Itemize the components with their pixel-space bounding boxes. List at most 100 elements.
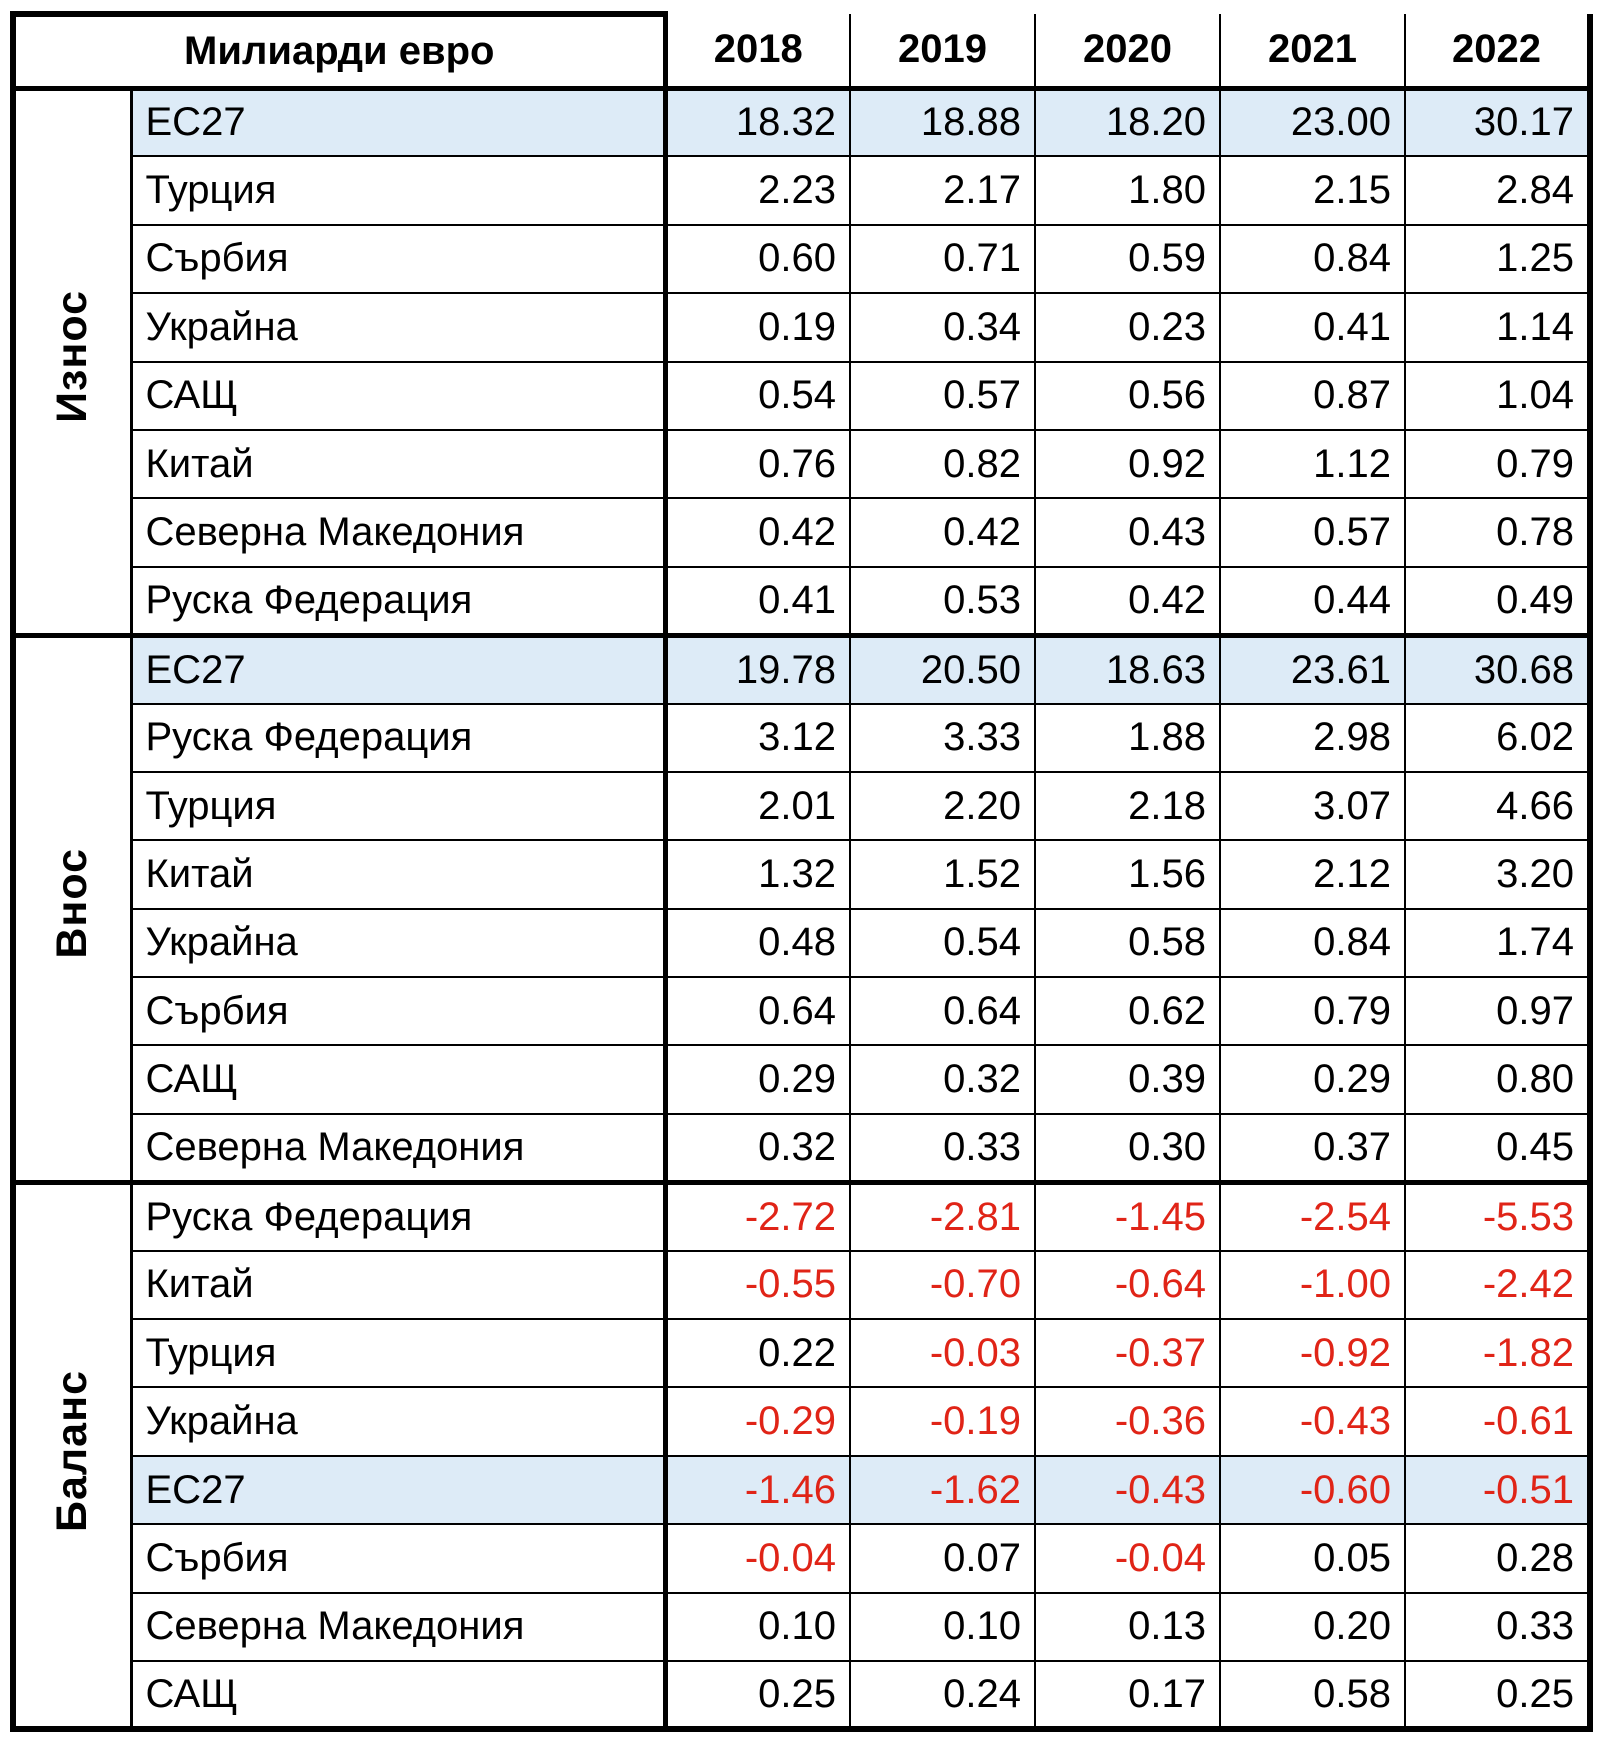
value-cell: 3.07	[1219, 770, 1406, 842]
unit-header: Милиарди евро	[10, 11, 668, 91]
value-cell: -2.72	[664, 1179, 851, 1252]
table-row: Украйна 0.48 0.54 0.58 0.84 1.74	[13, 907, 1591, 979]
value-cell: -0.61	[1404, 1386, 1591, 1457]
value-cell: 0.29	[1219, 1044, 1406, 1115]
row-label: Китай	[130, 428, 668, 500]
value-cell: 0.78	[1404, 497, 1591, 568]
value-cell: 0.41	[1219, 292, 1406, 363]
value-cell: -2.54	[1219, 1179, 1406, 1252]
value-cell: 18.88	[849, 86, 1036, 158]
value-cell: 0.33	[1404, 1591, 1591, 1662]
value-cell: -0.04	[1034, 1523, 1221, 1594]
table-row: Северна Македония 0.10 0.10 0.13 0.20 0.33	[13, 1591, 1591, 1662]
value-cell: 30.17	[1404, 86, 1591, 158]
value-cell: 0.58	[1219, 1659, 1406, 1731]
value-cell: 4.66	[1404, 770, 1591, 842]
row-label: Северна Македония	[130, 1591, 668, 1662]
value-cell: 0.28	[1404, 1523, 1591, 1594]
value-cell: -0.19	[849, 1386, 1036, 1457]
value-cell: 23.61	[1219, 632, 1406, 705]
year-header-2022: 2022	[1404, 14, 1591, 91]
year-header-2019: 2019	[849, 14, 1036, 91]
table-row: ЕС27 -1.46 -1.62 -0.43 -0.60 -0.51	[13, 1454, 1591, 1526]
table-row: Износ ЕС27 18.32 18.88 18.20 23.00 30.17	[12, 86, 1591, 637]
value-cell: 0.32	[664, 1112, 851, 1184]
value-cell: 0.32	[849, 1044, 1036, 1115]
value-cell: 0.23	[1034, 292, 1221, 363]
value-cell: 0.80	[1404, 1044, 1591, 1115]
value-cell: 0.07	[849, 1523, 1036, 1594]
value-cell: 2.23	[664, 155, 851, 226]
value-cell: 0.19	[664, 292, 851, 363]
value-cell: 0.71	[849, 223, 1036, 295]
value-cell: 19.78	[664, 632, 851, 705]
row-label: Сърбия	[130, 223, 668, 295]
value-cell: 0.57	[1219, 497, 1406, 568]
row-label: Руска Федерация	[130, 565, 668, 637]
table-row: Сърбия -0.04 0.07 -0.04 0.05 0.28	[13, 1523, 1591, 1594]
row-label: ЕС27	[130, 1454, 668, 1526]
value-cell: 0.87	[1219, 360, 1406, 431]
section-label: Внос	[48, 848, 97, 959]
value-cell: 1.14	[1404, 292, 1591, 363]
value-cell: 0.64	[849, 976, 1036, 1047]
value-cell: 0.54	[849, 907, 1036, 979]
trade-table: Милиарди евро 2018 2019 2020 2021 2022 И…	[10, 11, 1593, 1733]
row-label: Турция	[130, 155, 668, 226]
table-row: Северна Македония 0.32 0.33 0.30 0.37 0.45	[13, 1112, 1591, 1184]
table-row: САЩ 0.54 0.57 0.56 0.87 1.04	[13, 360, 1591, 431]
value-cell: 0.41	[664, 565, 851, 637]
year-header-2021: 2021	[1219, 14, 1406, 91]
value-cell: -0.04	[664, 1523, 851, 1594]
value-cell: 0.49	[1404, 565, 1591, 637]
value-cell: 1.04	[1404, 360, 1591, 431]
row-label: Северна Македония	[130, 497, 668, 568]
value-cell: 0.30	[1034, 1112, 1221, 1184]
value-cell: 0.92	[1034, 428, 1221, 500]
value-cell: 23.00	[1219, 86, 1406, 158]
row-label: Северна Македония	[130, 1112, 668, 1184]
value-cell: 0.05	[1219, 1523, 1406, 1594]
value-cell: 18.20	[1034, 86, 1221, 158]
value-cell: 3.12	[664, 702, 851, 773]
row-label: САЩ	[130, 360, 668, 431]
value-cell: 0.97	[1404, 976, 1591, 1047]
value-cell: -0.60	[1219, 1454, 1406, 1526]
table-row: Сърбия 0.60 0.71 0.59 0.84 1.25	[13, 223, 1591, 295]
value-cell: 1.74	[1404, 907, 1591, 979]
value-cell: -0.51	[1404, 1454, 1591, 1526]
value-cell: -0.64	[1034, 1249, 1221, 1321]
value-cell: 1.32	[664, 839, 851, 910]
value-cell: 0.10	[664, 1591, 851, 1662]
row-label: Турция	[130, 1318, 668, 1389]
value-cell: 0.42	[664, 497, 851, 568]
value-cell: 2.15	[1219, 155, 1406, 226]
table-row: САЩ 0.25 0.24 0.17 0.58 0.25	[13, 1659, 1591, 1731]
section-cell: Баланс	[12, 1179, 133, 1731]
value-cell: -0.43	[1034, 1454, 1221, 1526]
value-cell: 1.25	[1404, 223, 1591, 295]
value-cell: 20.50	[849, 632, 1036, 705]
row-label: Сърбия	[130, 1523, 668, 1594]
value-cell: 2.12	[1219, 839, 1406, 910]
value-cell: 6.02	[1404, 702, 1591, 773]
value-cell: -0.92	[1219, 1318, 1406, 1389]
value-cell: 0.48	[664, 907, 851, 979]
value-cell: -1.45	[1034, 1179, 1221, 1252]
table-row: Внос ЕС27 19.78 20.50 18.63 23.61 30.68	[12, 632, 1591, 1184]
value-cell: 2.01	[664, 770, 851, 842]
value-cell: -5.53	[1404, 1179, 1591, 1252]
table-body: Износ ЕС27 18.32 18.88 18.20 23.00 30.17 Турция…	[12, 86, 1591, 1731]
value-cell: -2.81	[849, 1179, 1036, 1252]
value-cell: -1.82	[1404, 1318, 1591, 1389]
value-cell: 0.20	[1219, 1591, 1406, 1662]
value-cell: 0.84	[1219, 223, 1406, 295]
value-cell: 2.84	[1404, 155, 1591, 226]
value-cell: 0.17	[1034, 1659, 1221, 1731]
value-cell: 0.25	[1404, 1659, 1591, 1731]
year-header-2020: 2020	[1034, 14, 1221, 91]
value-cell: 0.79	[1219, 976, 1406, 1047]
value-cell: 18.32	[664, 86, 851, 158]
table-row: Северна Македония 0.42 0.42 0.43 0.57 0.78	[13, 497, 1591, 568]
value-cell: 0.54	[664, 360, 851, 431]
